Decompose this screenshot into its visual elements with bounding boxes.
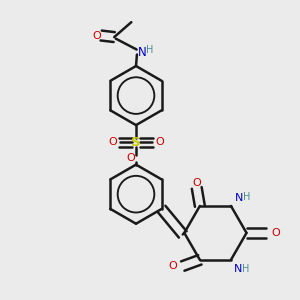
Text: H: H — [146, 46, 154, 56]
Text: N: N — [235, 193, 243, 203]
Text: O: O — [272, 228, 280, 238]
Text: N: N — [138, 46, 146, 59]
Text: S: S — [131, 136, 141, 149]
Text: O: O — [108, 137, 117, 147]
Text: N: N — [234, 264, 242, 274]
Text: O: O — [168, 261, 177, 271]
Text: O: O — [92, 31, 101, 40]
Text: H: H — [243, 192, 250, 202]
Text: O: O — [126, 153, 135, 164]
Text: H: H — [242, 264, 250, 274]
Text: O: O — [192, 178, 201, 188]
Text: O: O — [155, 137, 164, 147]
